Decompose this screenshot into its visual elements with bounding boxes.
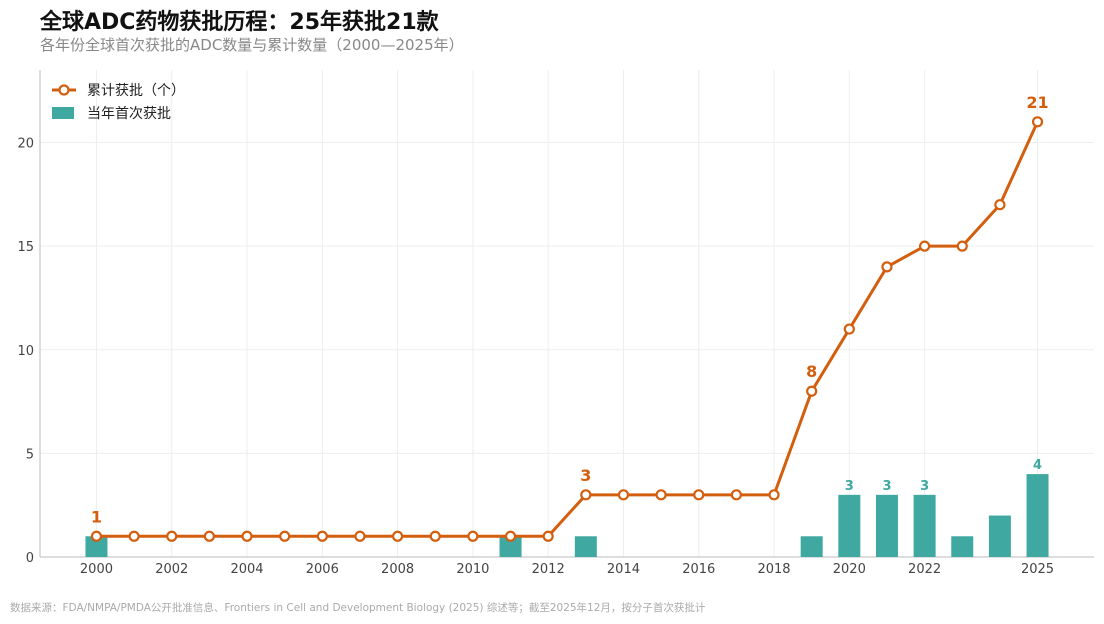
bar-2025 (1026, 474, 1049, 557)
legend-label-cumulative: 累计获批（个） (87, 83, 185, 99)
y-tick-label: 20 (17, 137, 34, 152)
chart-subtitle: 各年份全球首次获批的ADC数量与累计数量（2000—2025年） (40, 36, 464, 54)
x-tick-label: 2014 (607, 562, 640, 577)
bar-2022 (913, 494, 936, 557)
cumulative-point-2008 (392, 530, 404, 542)
data-source-note: 数据来源：FDA/NMPA/PMDA公开批准信息、Frontiers in Ce… (10, 602, 706, 614)
bar-2020 (838, 494, 861, 557)
cumulative-point-2022 (919, 240, 931, 252)
cumulative-point-2018 (768, 489, 780, 501)
x-tick-label: 2022 (908, 562, 941, 577)
cumulative-point-2012 (542, 530, 554, 542)
x-tick-label: 2010 (456, 562, 489, 577)
y-tick-label: 10 (17, 344, 34, 359)
cumulative-point-2024 (994, 199, 1006, 211)
cumulative-point-2006 (316, 530, 328, 542)
cumulative-point-2014 (617, 489, 630, 501)
x-tick-label: 2006 (306, 562, 339, 577)
cumulative-point-2015 (655, 489, 667, 501)
legend-label-annual: 当年首次获批 (87, 106, 171, 122)
x-tick-label: 2020 (833, 562, 866, 577)
cumulative-point-2000 (90, 530, 103, 542)
cumulative-point-2016 (693, 489, 705, 501)
bar-value-label: 3 (920, 479, 929, 494)
x-tick-label: 2025 (1021, 562, 1054, 577)
cumulative-point-2021 (881, 261, 893, 273)
bar-value-label: 4 (1033, 458, 1042, 473)
bar-value-label: 3 (882, 479, 891, 494)
y-tick-label: 0 (26, 551, 34, 566)
bar-2011 (499, 536, 522, 557)
legend-bar-swatch (52, 107, 74, 119)
cumulative-point-2005 (279, 530, 291, 542)
cumulative-value-label: 3 (580, 466, 591, 485)
cumulative-point-2010 (467, 530, 479, 542)
cumulative-value-label: 8 (806, 362, 817, 381)
cumulative-point-2009 (429, 530, 441, 542)
x-tick-label: 2012 (532, 562, 565, 577)
bar-2000 (85, 536, 108, 557)
x-tick-label: 2008 (381, 562, 414, 577)
bar-2024 (988, 515, 1011, 557)
bar-2019 (800, 536, 823, 557)
cumulative-point-2013 (580, 489, 592, 501)
y-tick-label: 5 (26, 447, 34, 462)
y-tick-label: 15 (17, 240, 34, 255)
x-tick-label: 2018 (757, 562, 790, 577)
cumulative-point-2023 (956, 240, 968, 252)
cumulative-point-2025 (1031, 116, 1044, 128)
cumulative-value-label: 1 (91, 507, 102, 526)
cumulative-point-2011 (504, 530, 517, 542)
x-tick-label: 2004 (230, 562, 263, 577)
x-tick-label: 2000 (80, 562, 113, 577)
cumulative-point-2002 (166, 530, 178, 542)
cumulative-point-2020 (843, 323, 855, 335)
bar-2013 (574, 536, 597, 557)
cumulative-point-2003 (203, 530, 215, 542)
cumulative-line (96, 121, 1039, 538)
chart-title: 全球ADC药物获批历程：25年获批21款 (40, 10, 439, 35)
bar-2021 (875, 494, 898, 557)
cumulative-point-2019 (806, 385, 818, 397)
cumulative-point-2017 (730, 489, 742, 501)
bar-2023 (951, 536, 974, 557)
x-tick-label: 2016 (682, 562, 715, 577)
bar-value-label: 3 (845, 479, 854, 494)
cumulative-point-2001 (128, 530, 140, 542)
x-tick-label: 2002 (155, 562, 188, 577)
cumulative-value-label: 21 (1026, 93, 1048, 112)
cumulative-point-2004 (241, 530, 253, 542)
legend-line-marker (58, 84, 70, 96)
cumulative-point-2007 (354, 530, 366, 542)
